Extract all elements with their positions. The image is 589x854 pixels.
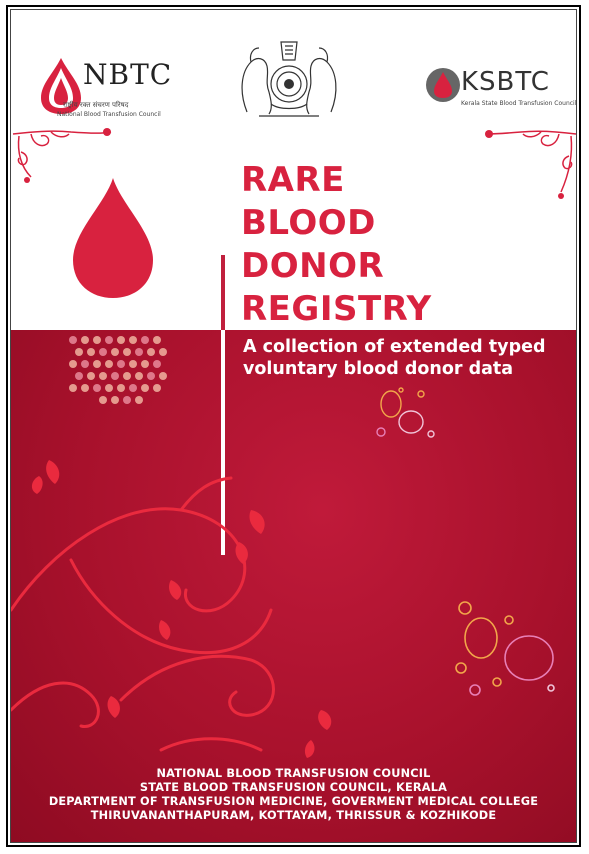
blood-cell-dot	[111, 348, 119, 356]
blood-cell-dot	[153, 336, 161, 344]
blood-cell-dot	[141, 360, 149, 368]
outer-border	[6, 5, 581, 847]
nbtc-subtitle: National Blood Transfusion Council	[57, 111, 161, 118]
blood-cell-dot	[87, 348, 95, 356]
blood-cell-dot	[99, 348, 107, 356]
blood-cell-dot	[75, 372, 83, 380]
blood-cell-dot	[123, 396, 131, 404]
blood-cell-dot	[129, 336, 137, 344]
title-line-4: REGISTRY	[241, 289, 432, 329]
blood-cell-pattern	[69, 336, 167, 404]
blood-cell-dot	[141, 336, 149, 344]
blood-cell-dot	[135, 396, 143, 404]
blood-cell-dot	[81, 384, 89, 392]
bubbles-top-icon	[376, 387, 435, 438]
blood-drop-icon	[73, 178, 153, 298]
subtitle-line-2: voluntary blood donor data	[243, 359, 514, 379]
ksbtc-logo: KSBTC Kerala State Blood Transfusion Cou…	[423, 65, 576, 125]
blood-cell-dot	[111, 396, 119, 404]
blood-cell-dot	[135, 372, 143, 380]
blood-cell-dot	[135, 348, 143, 356]
left-corner-ornament	[12, 128, 112, 183]
ksbtc-subtitle: Kerala State Blood Transfusion Council	[461, 100, 577, 107]
blood-cell-dot	[141, 384, 149, 392]
nbtc-drop-icon	[41, 58, 81, 114]
blood-cell-dot	[99, 396, 107, 404]
title-line-3: DONOR	[241, 246, 385, 286]
blood-cell-dot	[159, 372, 167, 380]
cover-frame: NBTC राष्ट्रीय रक्त संचरण परिषद National…	[10, 9, 577, 843]
title-line-2: BLOOD	[241, 203, 376, 243]
blood-cell-dot	[129, 360, 137, 368]
vertical-divider-top	[221, 255, 225, 330]
blood-cell-dot	[81, 360, 89, 368]
blood-cell-dot	[117, 336, 125, 344]
blood-cell-dot	[69, 336, 77, 344]
blood-cell-dot	[159, 348, 167, 356]
blood-cell-dot	[147, 348, 155, 356]
subtitle-line-1: A collection of extended typed	[243, 337, 546, 357]
blood-cell-dot	[123, 372, 131, 380]
blood-cell-dot	[93, 360, 101, 368]
footer-line-4: THIRUVANANTHAPURAM, KOTTAYAM, THRISSUR &…	[90, 809, 497, 822]
blood-cell-dot	[93, 336, 101, 344]
vertical-divider	[221, 255, 225, 555]
blood-cell-dot	[147, 372, 155, 380]
blood-cell-dot	[129, 384, 137, 392]
blood-cell-dot	[105, 384, 113, 392]
blood-cell-dot	[75, 348, 83, 356]
title-line-1: RARE	[241, 160, 345, 200]
bottom-red-section	[11, 330, 576, 842]
subtitle: A collection of extended typed voluntary…	[243, 336, 546, 380]
bubbles-bottom-icon	[455, 601, 555, 696]
blood-cell-dot	[105, 360, 113, 368]
kerala-state-emblem-icon	[241, 41, 337, 117]
swirl-vine-ornament	[11, 460, 332, 758]
blood-cell-dot	[69, 360, 77, 368]
blood-cell-dot	[81, 336, 89, 344]
ksbtc-drop-icon	[426, 68, 460, 102]
blood-cell-dot	[87, 372, 95, 380]
ksbtc-name: KSBTC	[461, 67, 550, 97]
nbtc-logo: NBTC राष्ट्रीय रक्त संचरण परिषद National…	[31, 54, 171, 124]
blood-cell-dot	[111, 372, 119, 380]
blood-cell-dot	[153, 360, 161, 368]
blood-cell-dot	[117, 384, 125, 392]
blood-cell-dot	[69, 384, 77, 392]
nbtc-hindi: राष्ट्रीय रक्त संचरण परिषद	[63, 101, 129, 109]
footer-line-2: STATE BLOOD TRANSFUSION COUNCIL, KERALA	[139, 781, 448, 794]
right-corner-ornament	[485, 130, 576, 199]
blood-cell-dot	[117, 360, 125, 368]
nbtc-name: NBTC	[83, 58, 173, 91]
footer-line-3: DEPARTMENT OF TRANSFUSION MEDICINE, GOVE…	[48, 795, 539, 808]
blood-cell-dot	[153, 384, 161, 392]
blood-cell-dot	[99, 372, 107, 380]
blood-cell-dot	[123, 348, 131, 356]
footer-line-1: NATIONAL BLOOD TRANSFUSION COUNCIL	[156, 767, 431, 780]
blood-cell-dot	[105, 336, 113, 344]
blood-cell-dot	[93, 384, 101, 392]
